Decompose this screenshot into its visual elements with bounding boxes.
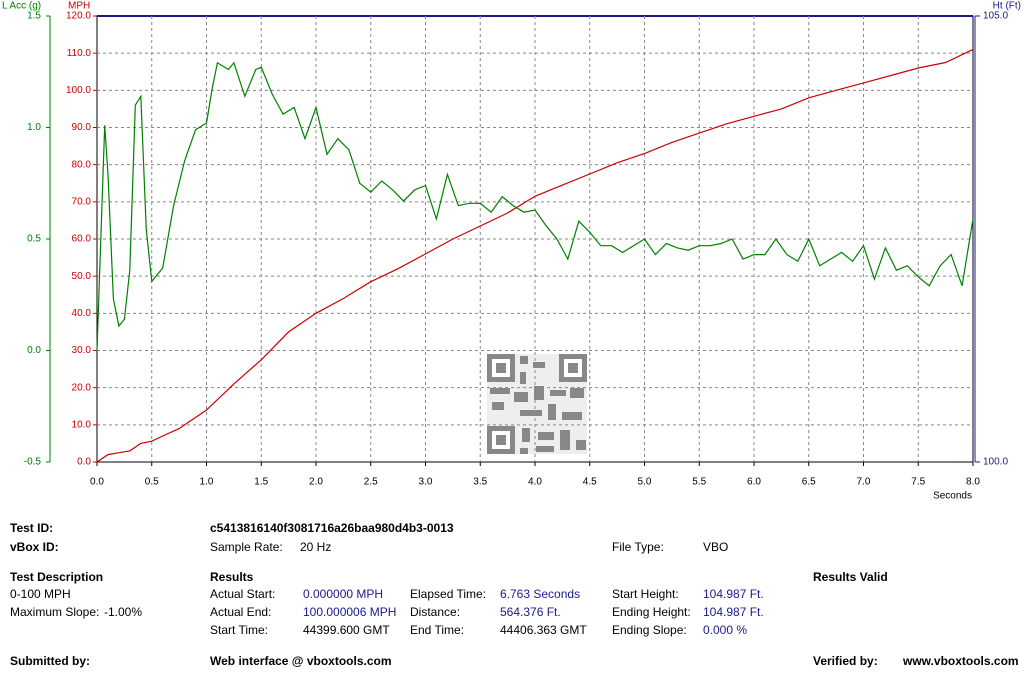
x-tick-label: 6.0 [747, 477, 761, 488]
x-tick-label: 4.0 [528, 477, 542, 488]
x-tick-label: 5.5 [692, 477, 706, 488]
heading: Results Valid [813, 570, 888, 584]
chart: L Acc (g) MPH Ht (Ft) Seconds 0.0 0.5 1.0 1… [2, 1, 1021, 502]
x-tick-label: 7.5 [911, 477, 925, 488]
ht-tick-label: 100.0 [983, 457, 1008, 468]
y-tick-label: 40.0 [72, 308, 92, 319]
value: -1.00% [104, 605, 143, 619]
x-tick-label: 7.0 [857, 477, 871, 488]
y-tick-label: 10.0 [72, 419, 92, 430]
label: Maximum Slope: [10, 605, 100, 619]
result-label: Start Height: [612, 587, 679, 601]
y-tick-label: 60.0 [72, 234, 92, 245]
label: vBox ID: [10, 540, 59, 554]
value: VBO [703, 540, 729, 554]
label: Sample Rate: [210, 540, 283, 554]
result-label: Actual Start: [210, 587, 276, 601]
x-tick-label: 2.0 [309, 477, 323, 488]
y-tick-label: 30.0 [72, 345, 92, 356]
qr-code [487, 354, 587, 454]
result-label: Distance: [410, 605, 461, 619]
y-tick-label: 80.0 [72, 159, 92, 170]
acc-tick-label: 0.0 [27, 345, 41, 356]
y-tick-label: 20.0 [72, 382, 92, 393]
x-tick-label: 3.0 [419, 477, 433, 488]
y-tick-label: 0.0 [77, 457, 91, 468]
ht-tick-label: 105.0 [983, 11, 1008, 22]
x-tick-label: 0.5 [145, 477, 159, 488]
x-tick-label: 5.0 [638, 477, 652, 488]
acc-tick-label: 0.5 [27, 234, 41, 245]
x-axis-title: Seconds [933, 491, 972, 502]
result-value: 0.000 % [703, 623, 748, 637]
y-tick-label: 70.0 [72, 196, 92, 207]
result-label: Ending Slope: [612, 623, 687, 637]
x-tick-label: 1.0 [200, 477, 214, 488]
acc-tick-label: 1.5 [27, 11, 41, 22]
result-label: Actual End: [210, 605, 272, 619]
result-value: 100.000006 MPH [303, 605, 397, 619]
label: Test ID: [10, 521, 54, 535]
result-value: 6.763 Seconds [500, 587, 581, 601]
result-label: End Time: [410, 623, 465, 637]
value: 20 Hz [300, 540, 332, 554]
series-line [96, 61, 974, 351]
heading: Results [210, 570, 254, 584]
label: File Type: [612, 540, 664, 554]
x-tick-label: 0.0 [90, 477, 104, 488]
result-label: Elapsed Time: [410, 587, 487, 601]
value: c5413816140f3081716a26baa980d4b3-0013 [210, 521, 454, 535]
heading: Test Description [10, 570, 104, 584]
acc-axis-title: L Acc (g) [2, 1, 41, 12]
result-value: 0.000000 MPH [303, 587, 384, 601]
result-label: Start Time: [210, 623, 269, 637]
y-tick-label: 100.0 [66, 85, 91, 96]
label: Submitted by: [10, 654, 90, 668]
y-tick-label: 110.0 [67, 48, 92, 59]
x-tick-label: 2.5 [364, 477, 378, 488]
result-label: Ending Height: [612, 605, 691, 619]
x-tick-label: 3.5 [473, 477, 487, 488]
y-tick-label: 120.0 [66, 11, 91, 22]
result-value: 44399.600 GMT [303, 623, 390, 637]
acc-tick-label: 1.0 [27, 122, 41, 133]
x-tick-label: 1.5 [254, 477, 268, 488]
x-tick-label: 4.5 [583, 477, 597, 488]
label: Verified by: [813, 654, 878, 668]
result-value: 564.376 Ft. [500, 605, 561, 619]
series-line [96, 48, 974, 463]
y-tick-label: 50.0 [72, 271, 92, 282]
x-tick-label: 6.5 [802, 477, 816, 488]
result-value: 44406.363 GMT [500, 623, 587, 637]
result-value: 104.987 Ft. [703, 605, 764, 619]
value: www.vboxtools.com [903, 654, 1019, 668]
ht-axis-title: Ht (Ft) [993, 1, 1021, 12]
mph-axis-title: MPH [68, 1, 90, 12]
acc-tick-label: -0.5 [24, 457, 42, 468]
y-tick-label: 90.0 [72, 122, 92, 133]
x-tick-label: 8.0 [966, 477, 980, 488]
result-value: 104.987 Ft. [703, 587, 764, 601]
value: 0-100 MPH [10, 587, 71, 601]
value: Web interface @ vboxtools.com [210, 654, 392, 668]
